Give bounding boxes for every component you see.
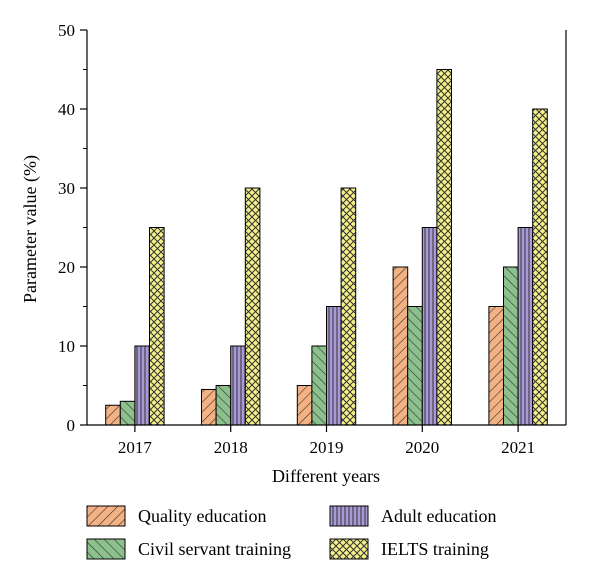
y-axis-title: Parameter value (%) [20,155,41,303]
bar-ielts-training-2019 [340,187,357,426]
y-tick-label: 30 [58,179,75,198]
bar-civil-servant-training-2020 [407,306,423,426]
x-tick-label: 2017 [118,438,153,457]
y-tick-label: 10 [58,337,75,356]
bar-civil-servant-training-2017 [119,400,136,426]
x-axis-title: Different years [272,466,380,486]
bar-civil-servant-training-2019 [311,345,327,426]
bar-quality-education-2021 [488,306,504,426]
y-tick-label: 50 [58,21,75,40]
legend-swatch-adult-education [329,505,369,527]
legend: Quality education Adult education Civil se… [86,505,496,560]
legend-label: IELTS training [381,539,489,559]
x-tick-label: 2020 [405,438,439,457]
bar-adult-education-2019 [326,306,342,426]
y-tick-label: 40 [58,100,75,119]
bar-quality-education-2017 [105,404,121,426]
legend-swatch-quality-education [86,505,126,527]
bar-quality-education-2018 [201,388,217,426]
bar-civil-servant-training-2021 [503,266,519,426]
x-tick-label: 2018 [214,438,248,457]
legend-swatch-ielts-training [329,538,369,560]
bar-ielts-training-2020 [436,69,452,426]
bar-adult-education-2020 [421,227,438,426]
y-tick-label: 20 [58,258,75,277]
y-tick-label: 0 [67,416,76,435]
bar-ielts-training-2018 [244,187,261,426]
bar-civil-servant-training-2018 [215,385,232,426]
axes-group: 0 10 20 30 40 50 2017 2018 2019 2020 2021 [58,21,567,457]
bar-ielts-training-2017 [149,227,165,426]
legend-label: Civil servant training [138,539,291,559]
bar-adult-education-2018 [230,345,246,426]
x-tick-label: 2021 [501,438,535,457]
bar-adult-education-2021 [517,227,534,426]
bar-ielts-training-2021 [532,108,548,426]
bars-group [105,69,548,426]
legend-swatch-civil-servant-training [86,538,126,560]
bar-quality-education-2019 [296,385,313,426]
legend-label: Quality education [138,506,266,526]
bar-adult-education-2017 [134,345,150,426]
bar-quality-education-2020 [392,266,409,426]
x-tick-label: 2019 [310,438,344,457]
legend-label: Adult education [381,506,496,526]
